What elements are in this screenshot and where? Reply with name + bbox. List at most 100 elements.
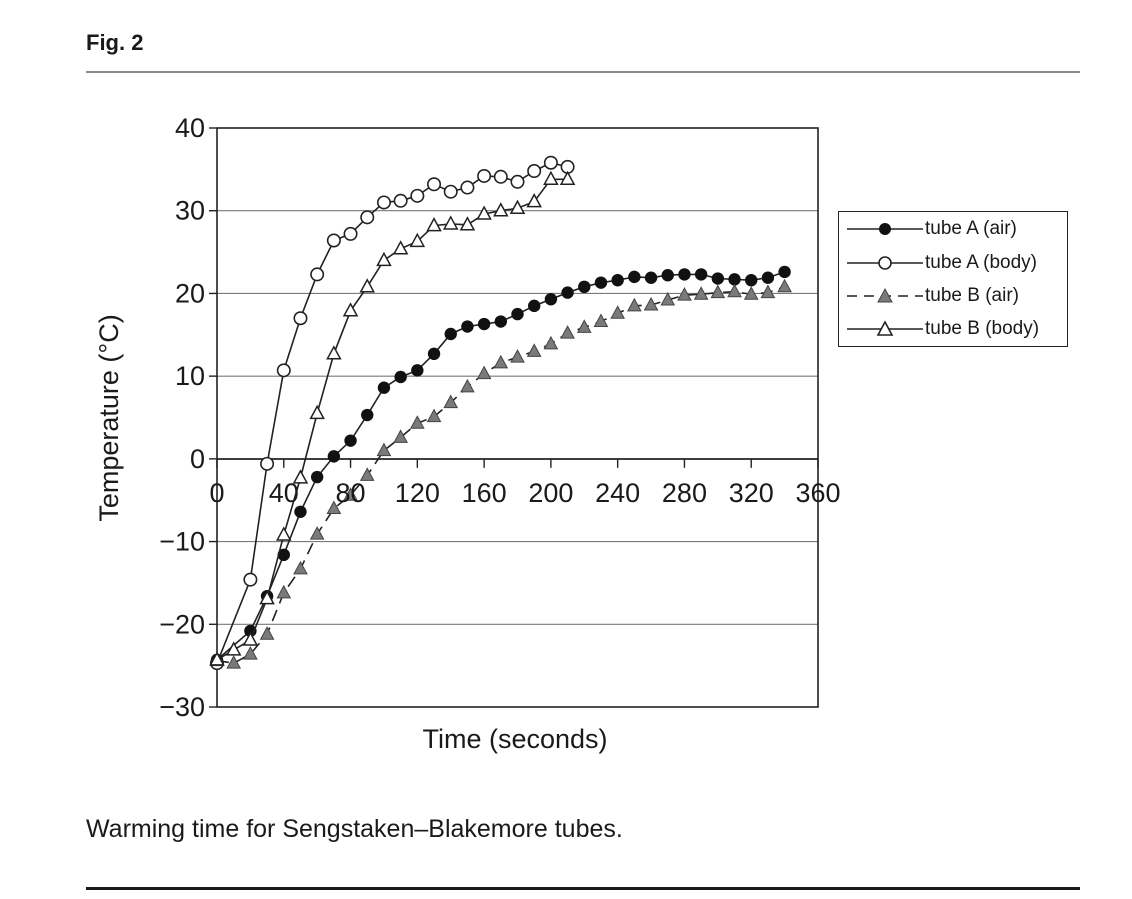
data-point (242, 631, 259, 646)
data-point (777, 278, 792, 293)
data-point (309, 526, 325, 540)
data-point (326, 233, 341, 248)
y-tick-label: 40 (175, 113, 205, 143)
data-point (209, 651, 225, 666)
data-point (376, 195, 391, 210)
data-point (460, 378, 475, 393)
data-point (728, 273, 741, 286)
data-point (310, 267, 325, 282)
data-point (511, 307, 524, 321)
data-point (243, 646, 258, 660)
gray-triangle-marker-icon (877, 287, 893, 303)
data-point (427, 347, 441, 361)
x-tick-label: 320 (729, 478, 774, 508)
x-tick-label: 0 (209, 478, 224, 508)
data-point (460, 180, 475, 195)
data-point (678, 268, 691, 281)
data-point (527, 164, 542, 179)
data-point (376, 442, 392, 457)
y-tick-label: −30 (159, 692, 205, 722)
data-point (310, 470, 324, 484)
y-tick-label: −10 (159, 527, 205, 557)
data-point (309, 404, 325, 420)
data-point (543, 170, 559, 186)
y-tick-label: −20 (159, 609, 205, 639)
data-point (443, 394, 459, 409)
data-point (477, 168, 492, 183)
data-point (727, 283, 742, 298)
gridlines (217, 210, 818, 625)
legend-swatch (847, 256, 923, 270)
x-tick-label: 40 (269, 478, 299, 508)
top-rule (86, 71, 1080, 73)
figure-caption: Warming time for Sengstaken–Blakemore tu… (86, 815, 623, 843)
x-tick-label: 120 (395, 478, 440, 508)
data-point (677, 287, 692, 301)
data-point (711, 272, 725, 285)
data-point (225, 641, 242, 656)
data-point (661, 269, 674, 282)
legend-item-tube-b-air: tube B (air) (839, 281, 1069, 311)
data-point (326, 345, 342, 360)
x-tick-label: 160 (462, 478, 507, 508)
data-point (745, 273, 758, 287)
data-point (327, 450, 341, 463)
y-tick-label: 0 (190, 444, 205, 474)
data-point (644, 271, 658, 284)
data-point (761, 271, 775, 284)
data-point (477, 317, 491, 331)
data-point (444, 327, 457, 341)
data-point (593, 313, 609, 328)
data-point (344, 434, 357, 447)
data-point (426, 408, 442, 423)
x-tick-label: 200 (528, 478, 573, 508)
data-point (544, 293, 558, 306)
data-point (276, 363, 291, 378)
data-point (509, 199, 526, 214)
legend-item-tube-b-body: tube B (body) (839, 314, 1069, 344)
legend-swatch (847, 223, 923, 235)
data-point (660, 291, 676, 306)
data-point (560, 325, 575, 339)
plot-area-frame (216, 127, 819, 708)
data-point (393, 429, 408, 443)
data-point (559, 170, 576, 186)
data-point (611, 273, 624, 287)
legend-item-tube-a-body: tube A (body) (839, 248, 1069, 278)
data-point (392, 240, 409, 255)
x-axis-title: Time (seconds) (422, 724, 607, 754)
data-point (394, 370, 407, 384)
data-point (594, 276, 608, 289)
data-point (410, 188, 425, 203)
data-point (293, 560, 308, 575)
data-point (393, 193, 408, 208)
data-point (361, 408, 374, 422)
open-circle-marker-icon (878, 256, 892, 270)
legend-label: tube B (body) (925, 318, 1040, 339)
data-point (493, 202, 509, 217)
data-point (778, 265, 791, 279)
data-point (260, 456, 275, 471)
series-line (216, 178, 568, 661)
data-point (743, 286, 759, 300)
data-point (461, 320, 474, 333)
data-point (510, 174, 525, 189)
data-point (342, 302, 359, 317)
data-point (543, 155, 558, 170)
data-point (476, 365, 492, 380)
data-point (442, 215, 459, 230)
data-point (276, 584, 292, 599)
x-axis-ticks: 0 40 80 120 160 200 240 280 320 360 (209, 458, 841, 508)
series-line (216, 271, 785, 661)
x-tick-label: 280 (662, 478, 707, 508)
data-point (259, 626, 275, 640)
x-tick-label: 360 (795, 478, 840, 508)
data-point (526, 343, 542, 357)
legend-label: tube A (air) (925, 218, 1017, 239)
data-point (427, 177, 442, 192)
y-axis-ticks: 40 30 20 10 0 −10 −20 −30 (159, 113, 217, 722)
data-point (693, 286, 709, 300)
x-tick-label: 80 (336, 478, 366, 508)
data-point (628, 270, 641, 284)
